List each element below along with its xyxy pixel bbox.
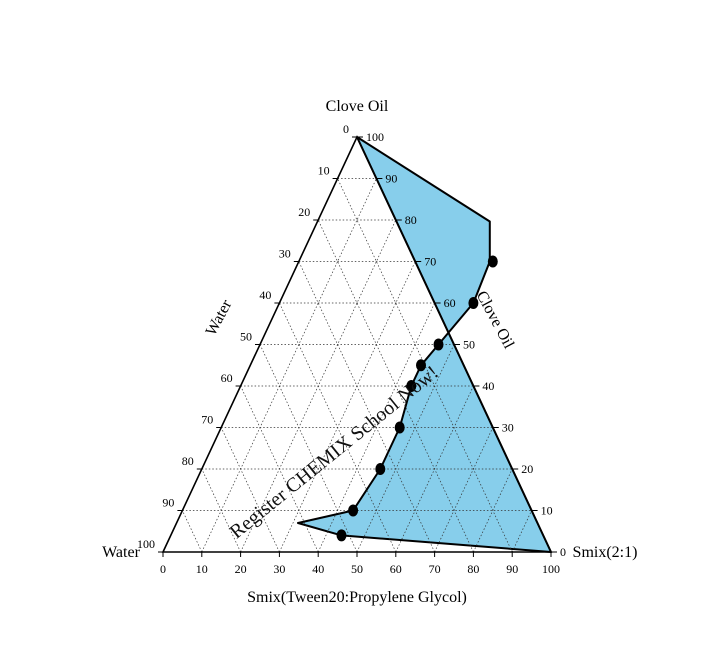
data-point-4: [416, 359, 426, 372]
vertex-label-left: Water: [102, 544, 140, 561]
clove-oil-tick-label-100: 100: [366, 130, 384, 144]
data-point-6: [394, 421, 405, 434]
water-tick-label-100: 100: [137, 537, 155, 551]
clove-oil-tick-label-20: 20: [521, 462, 533, 476]
water-tick-label-80: 80: [182, 454, 194, 468]
clove-oil-tick-label-0: 0: [560, 545, 566, 559]
smix-tick-label-0: 0: [160, 562, 166, 576]
grid-line-water-80: [201, 468, 241, 553]
smix-tick-label-60: 60: [390, 562, 402, 576]
grid-line-smix-80: [473, 468, 513, 553]
clove-oil-tick-label-40: 40: [482, 379, 494, 393]
water-axis-ticks: 0 10 20 30 40 50 60 70 80 90 100: [137, 122, 357, 553]
grid-line-smix-10: [201, 178, 377, 553]
water-tick-label-60: 60: [221, 371, 233, 385]
clove-oil-axis-ticks: 0 10 20 30 40 50 60 70 80 90 100: [357, 130, 566, 559]
smix-axis-ticks: 0 10 20 30 40 50 60 70 80 90 100: [160, 552, 560, 576]
smix-tick-label-50: 50: [351, 562, 363, 576]
data-points: [336, 255, 498, 542]
data-point-5: [406, 380, 417, 392]
clove-oil-tick-label-10: 10: [541, 504, 553, 518]
data-point-1: [487, 255, 498, 268]
smix-tick-label-10: 10: [196, 562, 208, 576]
smix-tick-label-70: 70: [429, 562, 441, 576]
ternary-grid: [182, 178, 532, 553]
water-tick-label-70: 70: [201, 413, 213, 427]
smix-tick-label-90: 90: [506, 562, 518, 576]
axis-label-left: Water: [203, 297, 236, 339]
clove-oil-tick-label-80: 80: [405, 213, 417, 227]
axis-label-right: Clove Oil: [473, 288, 518, 352]
data-point-3: [433, 338, 444, 351]
vertex-label-right: Smix(2:1): [573, 544, 638, 561]
axis-label-bottom: Smix(Tween20:Propylene Glycol): [247, 589, 467, 606]
clove-oil-tick-label-60: 60: [444, 296, 456, 310]
smix-tick-label-30: 30: [273, 562, 285, 576]
water-tick-label-40: 40: [259, 288, 271, 302]
grid-line-smix-90: [511, 510, 532, 553]
clove-oil-tick-label-30: 30: [502, 421, 514, 435]
data-point-2: [468, 297, 479, 309]
data-point-8: [348, 504, 359, 517]
water-tick-label-30: 30: [279, 247, 291, 261]
water-tick-label-0: 0: [343, 122, 349, 136]
water-tick-label-90: 90: [162, 496, 174, 510]
smix-tick-label-40: 40: [312, 562, 324, 576]
water-tick-label-20: 20: [298, 205, 310, 219]
clove-oil-tick-label-70: 70: [424, 255, 436, 269]
data-point-7: [375, 463, 386, 475]
clove-oil-tick-label-50: 50: [463, 338, 475, 352]
smix-tick-label-80: 80: [467, 562, 479, 576]
clove-oil-tick-label-90: 90: [385, 172, 397, 186]
grid-line-water-60: [240, 385, 319, 553]
vertex-label-top: Clove Oil: [326, 98, 389, 115]
smix-tick-label-20: 20: [235, 562, 247, 576]
grid-line-water-10: [337, 178, 513, 553]
grid-line-water-30: [298, 261, 435, 553]
smix-tick-label-100: 100: [542, 562, 560, 576]
grid-line-water-90: [182, 510, 203, 553]
nanoemulsion-region: [297, 136, 552, 553]
water-tick-label-50: 50: [240, 330, 252, 344]
data-point-9: [336, 529, 347, 542]
grid-line-smix-60: [395, 385, 474, 553]
grid-line-smix-30: [279, 261, 416, 553]
water-tick-label-10: 10: [318, 164, 330, 178]
